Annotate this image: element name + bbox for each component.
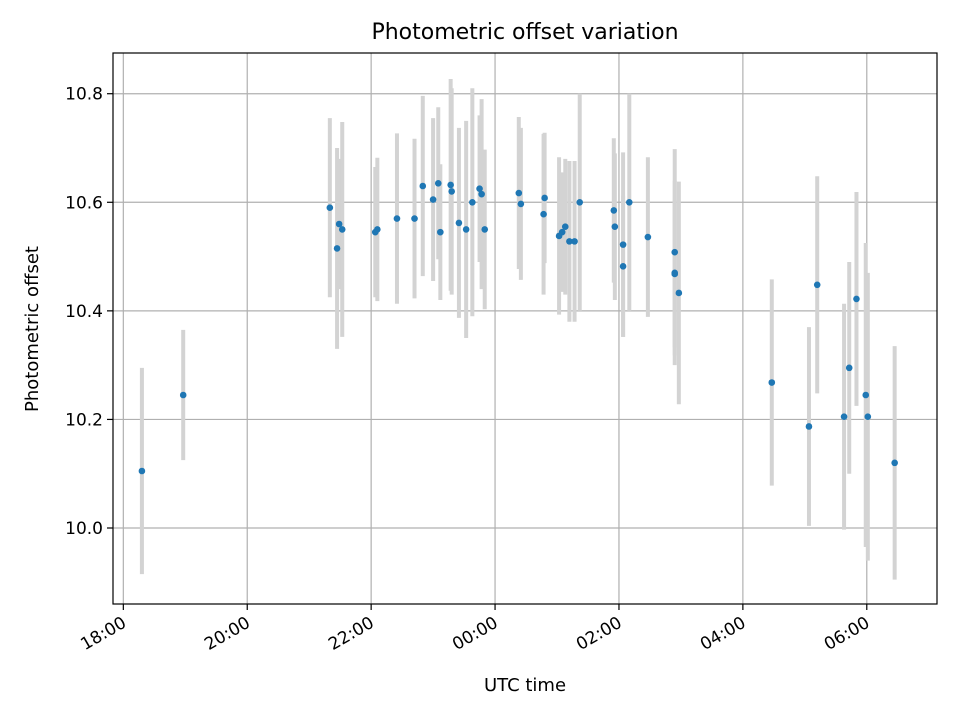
data-point: [448, 188, 455, 195]
data-point: [571, 238, 578, 245]
x-axis-label: UTC time: [484, 675, 566, 696]
chart-title: Photometric offset variation: [371, 20, 678, 45]
y-tick-label: 10.6: [65, 193, 103, 213]
data-point: [853, 295, 860, 303]
data-point: [845, 364, 853, 372]
data-point: [478, 190, 485, 198]
data-point: [644, 233, 652, 241]
data-point: [805, 423, 813, 430]
data-point: [138, 467, 146, 475]
data-point: [462, 226, 470, 233]
data-point: [515, 189, 523, 197]
y-tick-label: 10.4: [65, 302, 103, 322]
y-tick-label: 10.0: [65, 519, 103, 539]
data-point: [476, 185, 483, 193]
y-tick-label: 10.2: [65, 410, 103, 430]
data-point: [517, 200, 525, 208]
data-point: [671, 269, 679, 277]
data-point: [864, 413, 872, 421]
data-point: [891, 459, 898, 467]
data-point: [576, 198, 584, 206]
data-point: [768, 379, 776, 386]
data-point: [411, 215, 418, 222]
data-point: [419, 182, 427, 190]
data-point: [374, 226, 381, 233]
data-point: [610, 207, 618, 214]
data-point: [840, 413, 848, 421]
grid: [113, 53, 937, 604]
data-point: [619, 241, 627, 248]
plot-frame: [112, 52, 938, 605]
data-points: [138, 179, 898, 475]
y-tick-label: 10.8: [65, 85, 103, 105]
data-point: [558, 228, 566, 236]
data-point: [566, 238, 573, 245]
data-point: [434, 179, 442, 187]
data-point: [619, 263, 627, 270]
data-point: [326, 204, 334, 212]
data-point: [447, 181, 454, 189]
data-point: [671, 248, 679, 256]
data-point: [813, 281, 821, 289]
data-point: [611, 223, 619, 231]
data-point: [437, 228, 444, 236]
data-point: [333, 245, 341, 252]
data-point: [862, 391, 870, 399]
data-point: [675, 289, 683, 297]
data-point: [625, 198, 633, 206]
data-point: [540, 210, 547, 218]
data-point: [338, 226, 346, 233]
data-point: [455, 219, 463, 227]
data-point: [469, 198, 476, 206]
data-point: [561, 223, 569, 231]
data-point: [335, 220, 343, 228]
data-point: [481, 226, 489, 233]
y-axis-label: Photometric offset: [22, 246, 43, 412]
data-point: [179, 391, 187, 399]
data-point: [541, 194, 548, 202]
data-point: [393, 215, 401, 222]
data-point: [429, 196, 437, 203]
